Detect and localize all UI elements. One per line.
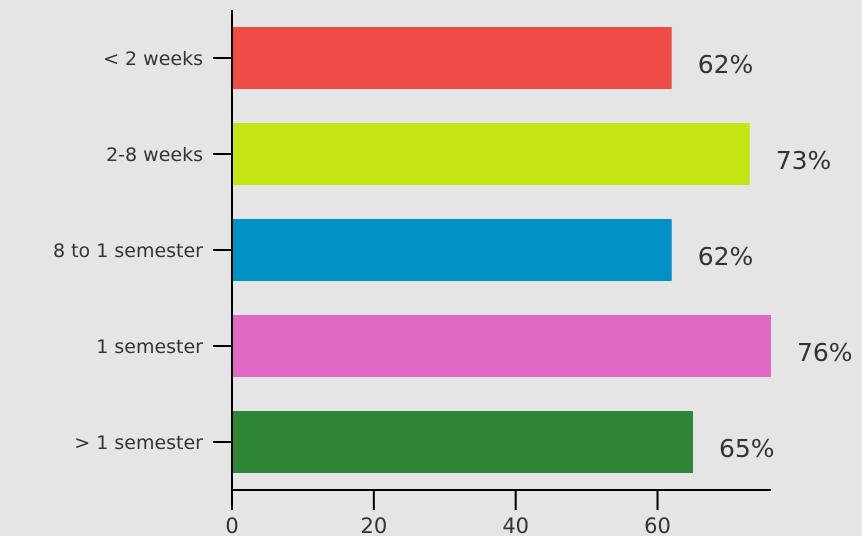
- bar-0: [232, 27, 672, 89]
- value-label-2: 62%: [698, 242, 754, 271]
- x-tick-label-2: 40: [502, 514, 529, 536]
- category-label-2: 8 to 1 semester: [53, 240, 203, 262]
- labels-layer: < 2 weeks 62% 2-8 weeks 73% 8 to 1 semester 6…: [53, 48, 853, 463]
- category-label-1: 2-8 weeks: [106, 144, 203, 166]
- x-tick-label-3: 60: [644, 514, 671, 536]
- bars-layer: [232, 27, 771, 473]
- x-tick-label-1: 20: [360, 514, 387, 536]
- value-label-3: 76%: [797, 338, 853, 367]
- x-ticks-layer: 0 20 40 60: [213, 57, 671, 536]
- value-label-1: 73%: [776, 146, 832, 175]
- value-label-4: 65%: [719, 434, 775, 463]
- category-label-4: > 1 semester: [74, 432, 203, 454]
- bar-3: [232, 315, 771, 377]
- bar-2: [232, 219, 672, 281]
- value-label-0: 62%: [698, 50, 754, 79]
- x-tick-label-0: 0: [225, 514, 238, 536]
- category-label-0: < 2 weeks: [103, 48, 203, 70]
- bar-1: [232, 123, 750, 185]
- bar-4: [232, 411, 693, 473]
- category-label-3: 1 semester: [96, 336, 203, 358]
